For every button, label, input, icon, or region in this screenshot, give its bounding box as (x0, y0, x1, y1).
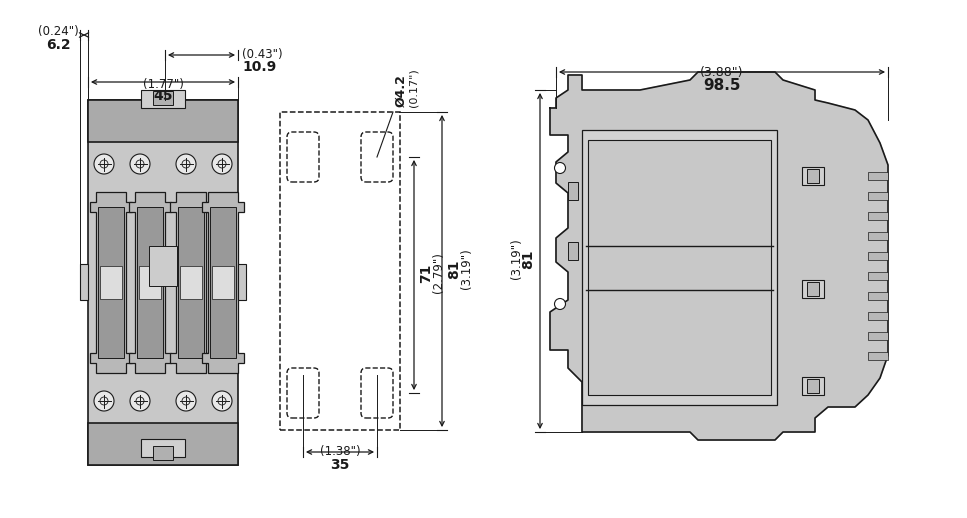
Polygon shape (550, 72, 888, 440)
Text: Ø4.2: Ø4.2 (395, 74, 407, 107)
FancyBboxPatch shape (361, 132, 393, 182)
Circle shape (554, 163, 566, 174)
Polygon shape (202, 192, 244, 373)
Text: (0.43"): (0.43") (242, 48, 282, 61)
Polygon shape (129, 192, 171, 373)
Bar (868, 252, 888, 260)
Text: (1.38"): (1.38") (320, 445, 361, 458)
Bar (582, 130, 777, 405)
Bar (88, 100, 238, 142)
Polygon shape (170, 192, 212, 373)
Text: (2.79"): (2.79") (431, 253, 445, 293)
Circle shape (212, 391, 232, 411)
Bar (868, 312, 888, 320)
Bar (568, 242, 578, 260)
Polygon shape (90, 192, 132, 373)
Circle shape (130, 154, 150, 174)
Bar (141, 90, 185, 108)
Text: (3.19"): (3.19") (459, 249, 473, 290)
Bar (868, 192, 888, 200)
Bar (100, 266, 122, 299)
Text: (0.24"): (0.24") (38, 24, 78, 37)
Text: 81: 81 (521, 249, 535, 269)
FancyBboxPatch shape (287, 132, 319, 182)
Bar (153, 446, 173, 460)
Bar (88, 423, 238, 465)
Text: (1.77"): (1.77") (142, 78, 184, 91)
Text: 71: 71 (419, 263, 433, 283)
Text: 45: 45 (153, 89, 173, 103)
Bar (807, 379, 819, 393)
Bar (139, 266, 161, 299)
Bar (868, 212, 888, 220)
Circle shape (182, 397, 190, 405)
Circle shape (136, 397, 144, 405)
Text: 35: 35 (331, 458, 350, 472)
Text: (3.19"): (3.19") (510, 239, 522, 279)
Circle shape (218, 160, 226, 168)
Bar (588, 140, 771, 395)
Bar (149, 246, 177, 286)
Bar (88, 100, 238, 465)
Text: (3.88"): (3.88") (700, 65, 744, 79)
Circle shape (182, 160, 190, 168)
Circle shape (94, 391, 114, 411)
Bar (807, 282, 819, 296)
Bar (280, 112, 400, 430)
FancyBboxPatch shape (287, 368, 319, 418)
Text: 10.9: 10.9 (242, 60, 277, 74)
Bar (868, 352, 888, 360)
Bar (178, 207, 204, 358)
Circle shape (176, 391, 196, 411)
Bar (153, 91, 173, 105)
Text: 81: 81 (447, 259, 461, 279)
Bar (238, 264, 246, 300)
Circle shape (94, 154, 114, 174)
Bar (98, 207, 124, 358)
Circle shape (130, 391, 150, 411)
Bar (180, 266, 202, 299)
Circle shape (554, 298, 566, 309)
Circle shape (176, 154, 196, 174)
Bar (141, 439, 185, 457)
Bar (868, 172, 888, 180)
Bar (802, 377, 824, 395)
Circle shape (212, 154, 232, 174)
Circle shape (218, 397, 226, 405)
Bar (802, 280, 824, 298)
Text: 6.2: 6.2 (45, 38, 71, 52)
Bar (868, 272, 888, 280)
Bar (802, 167, 824, 185)
Circle shape (100, 160, 108, 168)
Bar (212, 266, 234, 299)
Bar (137, 207, 163, 358)
Bar (868, 292, 888, 300)
Circle shape (136, 160, 144, 168)
Circle shape (100, 397, 108, 405)
Bar (807, 169, 819, 183)
Bar (210, 207, 236, 358)
FancyBboxPatch shape (361, 368, 393, 418)
Bar (80, 264, 88, 300)
Text: 98.5: 98.5 (703, 78, 741, 93)
Bar (868, 232, 888, 240)
Bar (868, 332, 888, 340)
Bar (568, 182, 578, 200)
Text: (0.17"): (0.17") (408, 68, 418, 107)
